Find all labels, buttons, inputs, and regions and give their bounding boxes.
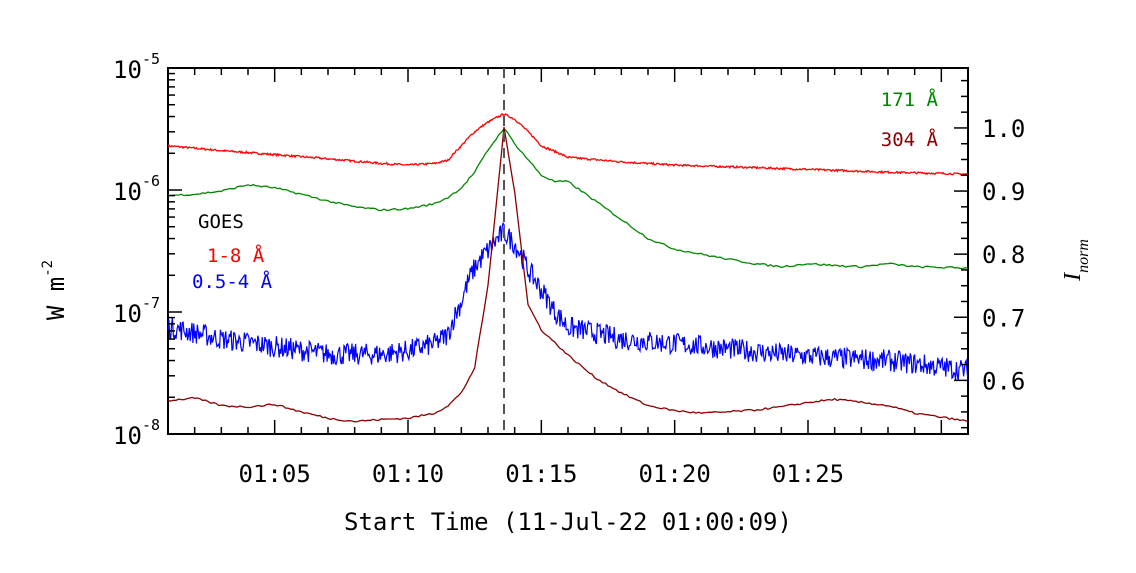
y-axis-left: 10-5 10-6 10-7 10-8 [113, 50, 182, 450]
legend-entry-0-5-4: 0.5-4 Å [192, 270, 273, 293]
legend-entry-1-8: 1-8 Å [207, 244, 265, 267]
y2-tick-label: 1.0 [982, 115, 1025, 143]
y2-tick-label: 0.6 [982, 367, 1025, 395]
x-tick-label: 01:05 [239, 460, 311, 488]
y2-tick-label: 0.7 [982, 304, 1025, 332]
y2-axis-title: Inorm [1060, 239, 1092, 282]
y-axis-right: 1.0 0.9 0.8 0.7 0.6 [954, 79, 1025, 429]
legend-goes-title: GOES [198, 211, 244, 233]
x-tick-label: 01:20 [639, 460, 711, 488]
y-axis-title: W m-2 [40, 260, 70, 320]
y-tick-label: 10-8 [113, 416, 160, 450]
x-axis-title: Start Time (11-Jul-22 01:00:09) [344, 508, 792, 536]
x-tick-label: 01:25 [772, 460, 844, 488]
series-layer [167, 113, 969, 423]
y2-tick-label: 0.8 [982, 241, 1025, 269]
series-line-1 [167, 113, 969, 176]
legend-entry-171: 171 Å [881, 88, 939, 111]
series-line-3 [167, 127, 969, 270]
legend-entry-304: 304 Å [881, 128, 939, 151]
x-tick-label: 01:15 [505, 460, 577, 488]
series-line-2 [167, 221, 969, 381]
x-tick-label: 01:10 [372, 460, 444, 488]
y-tick-label: 10-5 [113, 50, 160, 84]
series-line-4 [167, 126, 969, 423]
x-axis: 01:05 01:10 01:15 01:20 01:25 [167, 68, 969, 488]
y-tick-label: 10-7 [113, 294, 160, 328]
y2-tick-label: 0.9 [982, 178, 1025, 206]
plot-frame [167, 67, 969, 435]
y-tick-label: 10-6 [113, 172, 160, 206]
